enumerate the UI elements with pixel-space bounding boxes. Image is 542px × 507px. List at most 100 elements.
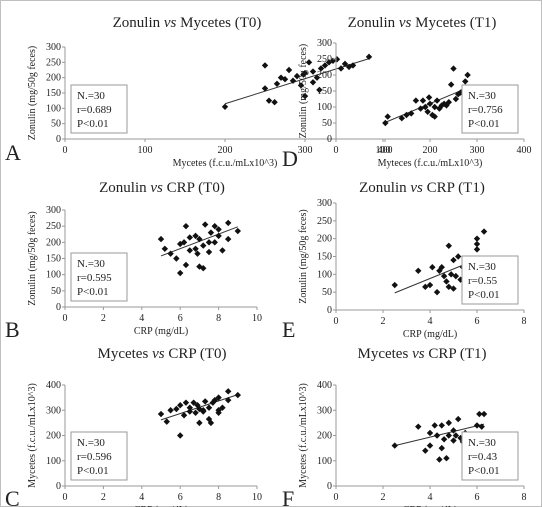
data-point — [316, 86, 323, 94]
data-point — [447, 271, 455, 278]
data-point — [450, 437, 457, 444]
data-point — [209, 399, 217, 406]
data-point — [426, 281, 434, 289]
data-point — [196, 419, 203, 427]
x-axis-label: CRP (mg/dL) — [403, 505, 457, 507]
y-tick-label: 300 — [317, 198, 332, 209]
data-point — [261, 62, 269, 69]
y-axis-label: Mycetes (f.c.u./mLx10^3) — [27, 383, 38, 488]
data-point — [317, 65, 325, 72]
y-tick-label: 200 — [46, 431, 61, 442]
data-point — [163, 418, 170, 425]
data-point — [309, 68, 317, 75]
data-point — [161, 245, 169, 252]
stats-line: N.=30 — [468, 261, 496, 273]
data-point — [452, 432, 460, 439]
chart-title: Mycetes vs CRP (T0) — [97, 346, 226, 362]
stats-line: r=0.689 — [77, 104, 112, 116]
y-tick-label: 0 — [327, 481, 332, 492]
x-tick-label: 4 — [139, 492, 144, 503]
data-point — [192, 409, 199, 416]
stats-line: N.=30 — [468, 90, 496, 102]
data-point — [225, 219, 232, 227]
x-axis-label: CRP (mg/dL) — [403, 329, 457, 340]
data-point — [450, 285, 457, 292]
panel-a: A Zonulin vs Mycetes (T0) 0 50 100 150 200 250 3… — [5, 15, 393, 169]
x-tick-label: 0 — [63, 145, 68, 156]
data-point — [341, 60, 349, 68]
data-point — [412, 97, 420, 104]
x-tick-label: 8 — [216, 313, 221, 324]
data-point — [408, 110, 415, 117]
data-point — [422, 283, 429, 291]
x-tick-label: 10 — [252, 492, 262, 503]
data-point — [301, 69, 309, 77]
data-point — [305, 59, 313, 66]
data-point — [438, 264, 445, 271]
data-point — [478, 423, 485, 430]
data-point — [443, 455, 450, 462]
x-tick-label: 8 — [522, 316, 527, 327]
data-point — [234, 227, 241, 235]
data-point — [225, 235, 232, 243]
data-point — [382, 119, 389, 127]
data-point — [207, 419, 215, 427]
panel-letter: F — [282, 486, 294, 507]
data-point — [476, 410, 483, 418]
y-tick-label: 200 — [46, 73, 61, 84]
data-point — [219, 404, 226, 411]
data-point — [443, 278, 450, 285]
data-point — [180, 239, 188, 246]
data-point — [426, 100, 434, 107]
data-point — [177, 402, 184, 409]
data-point — [422, 103, 429, 111]
x-tick-label: 300 — [298, 145, 313, 156]
stats-line: N.=30 — [468, 437, 496, 449]
x-tick-label: 6 — [475, 316, 480, 327]
data-point — [384, 113, 391, 120]
chart-title: Zonulin vs CRP (T1) — [359, 180, 485, 196]
y-tick-label: 250 — [46, 57, 61, 68]
y-tick-label: 0 — [56, 481, 61, 492]
stats-line: N.=30 — [77, 437, 105, 449]
data-point — [200, 408, 207, 415]
data-point — [445, 99, 452, 106]
data-point — [201, 398, 209, 405]
y-tick-label: 100 — [317, 269, 332, 280]
x-tick-label: 2 — [101, 492, 106, 503]
x-tick-label: 4 — [139, 313, 144, 324]
data-point — [438, 444, 445, 452]
data-point — [289, 77, 297, 84]
x-tick-label: 100 — [138, 145, 153, 156]
data-point — [438, 422, 445, 429]
data-point — [473, 240, 481, 248]
y-tick-label: 400 — [317, 380, 332, 391]
data-point — [211, 239, 218, 246]
data-point — [182, 399, 190, 406]
y-tick-label: 150 — [46, 254, 61, 265]
data-point — [186, 404, 193, 411]
stats-line: N.=30 — [77, 90, 105, 102]
data-point — [200, 242, 207, 249]
data-point — [261, 85, 269, 92]
y-tick-label: 150 — [46, 88, 61, 99]
data-point — [215, 232, 222, 240]
y-tick-label: 200 — [46, 237, 61, 248]
x-tick-label: 10 — [252, 313, 262, 324]
data-point — [450, 427, 457, 434]
data-point — [215, 226, 222, 233]
data-point — [173, 405, 180, 413]
y-tick-label: 50 — [51, 119, 61, 130]
y-tick-label: 100 — [46, 456, 61, 467]
stats-line: P<0.01 — [77, 465, 109, 477]
x-tick-label: 200 — [218, 145, 233, 156]
y-tick-label: 250 — [317, 216, 332, 227]
y-tick-label: 50 — [322, 287, 332, 298]
y-tick-label: 200 — [317, 70, 332, 81]
stats-line: P<0.01 — [468, 289, 500, 301]
data-point — [425, 94, 433, 101]
y-tick-label: 100 — [317, 456, 332, 467]
y-tick-label: 100 — [46, 103, 61, 114]
data-point — [419, 97, 427, 104]
